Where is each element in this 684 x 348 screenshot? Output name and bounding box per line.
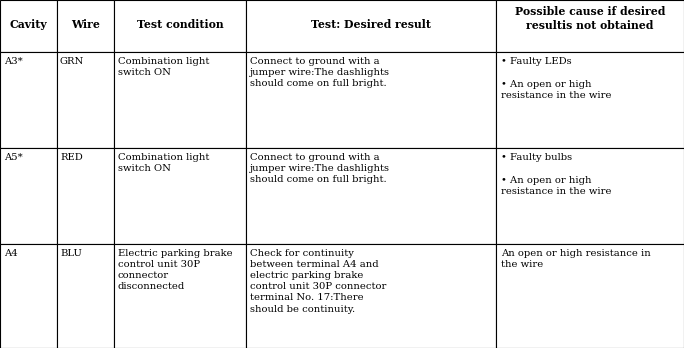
Text: Cavity: Cavity [10, 19, 47, 30]
Text: Connect to ground with a
jumper wire:The dashlights
should come on full bright.: Connect to ground with a jumper wire:The… [250, 153, 390, 184]
Bar [0, 52, 57, 148]
Text: Possible cause if desired
resultis not obtained: Possible cause if desired resultis not o… [515, 6, 665, 31]
Bar [114, 148, 246, 244]
Text: • An open or high
resistance in the wire: • An open or high resistance in the wire [501, 176, 611, 196]
Text: Wire: Wire [71, 19, 100, 30]
Bar [496, 148, 684, 244]
Bar [114, 244, 246, 348]
Bar [0, 148, 57, 244]
Bar [0, 0, 57, 52]
Text: Electric parking brake
control unit 30P
connector
disconnected: Electric parking brake control unit 30P … [118, 249, 233, 291]
Bar [246, 244, 496, 348]
Bar [246, 52, 496, 148]
Text: An open or high resistance in
the wire: An open or high resistance in the wire [501, 249, 650, 269]
Text: Connect to ground with a
jumper wire:The dashlights
should come on full bright.: Connect to ground with a jumper wire:The… [250, 57, 390, 88]
Text: A4: A4 [4, 249, 18, 258]
Text: GRN: GRN [60, 57, 84, 66]
Bar [496, 0, 684, 52]
Bar [246, 148, 496, 244]
Bar [57, 52, 114, 148]
Text: Check for continuity
between terminal A4 and
electric parking brake
control unit: Check for continuity between terminal A4… [250, 249, 386, 314]
Text: • Faulty bulbs: • Faulty bulbs [501, 153, 572, 162]
Text: BLU: BLU [60, 249, 82, 258]
Text: A3*: A3* [4, 57, 23, 66]
Text: • Faulty LEDs: • Faulty LEDs [501, 57, 572, 66]
Text: A5*: A5* [4, 153, 23, 162]
Bar [246, 0, 496, 52]
Bar [496, 52, 684, 148]
Bar [57, 0, 114, 52]
Bar [0, 244, 57, 348]
Text: Test: Desired result: Test: Desired result [311, 19, 431, 30]
Bar [114, 52, 246, 148]
Bar [57, 244, 114, 348]
Bar [114, 0, 246, 52]
Text: Test condition: Test condition [137, 19, 223, 30]
Text: Combination light
switch ON: Combination light switch ON [118, 57, 209, 77]
Text: RED: RED [60, 153, 83, 162]
Bar [57, 148, 114, 244]
Text: • An open or high
resistance in the wire: • An open or high resistance in the wire [501, 80, 611, 100]
Bar [496, 244, 684, 348]
Text: Combination light
switch ON: Combination light switch ON [118, 153, 209, 173]
